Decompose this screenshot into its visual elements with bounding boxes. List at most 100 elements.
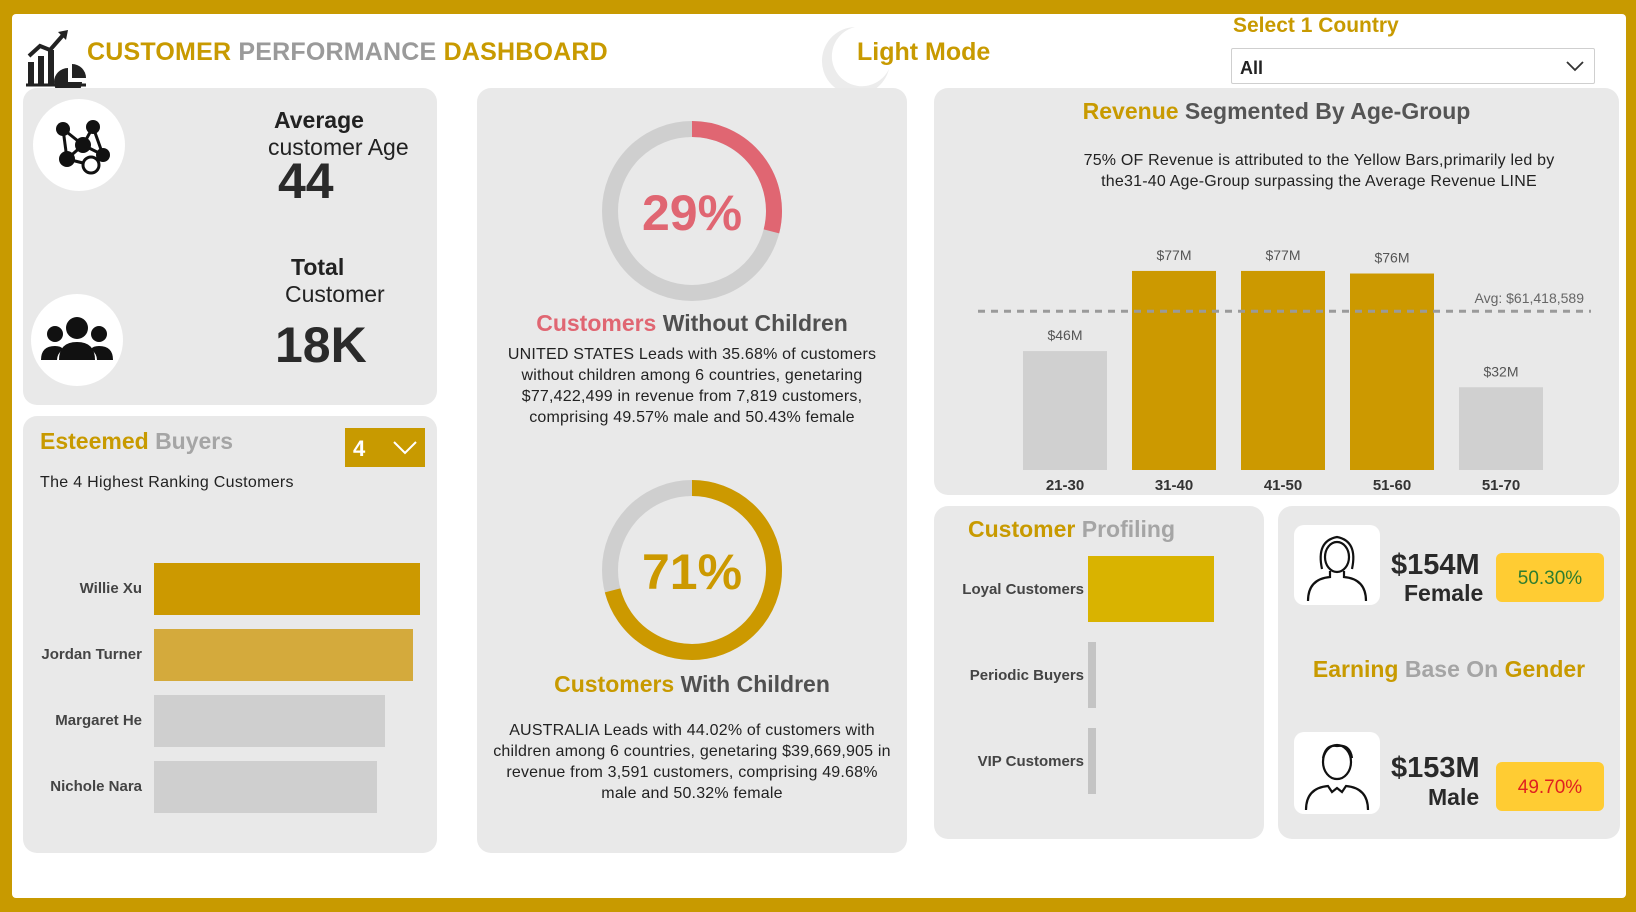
buyer-bar[interactable] [154,761,378,813]
avg-age-value: 44 [278,153,334,209]
with-children-title: Customers With Children [477,671,907,698]
revenue-value-label: $77M [1265,247,1300,263]
with-title-rest: With Children [680,671,830,697]
female-percent-badge: 50.30% [1496,553,1604,602]
revenue-title-rest: Segmented By Age-Group [1184,98,1471,124]
gender-title-gold: Earning [1312,656,1399,682]
profiling-title-gold: Customer [968,516,1076,542]
with-children-donut: 71% [602,480,782,660]
segment-name: Periodic Buyers [969,667,1084,684]
top-n-select[interactable]: 4 [345,428,425,467]
segment-bar[interactable] [1088,556,1214,622]
gender-title-gray: Base On [1404,656,1499,682]
donut-arc-with-children [604,480,782,660]
buyer-name: Nichole Nara [50,778,142,795]
revenue-bar[interactable] [1459,387,1543,470]
segment-bar[interactable] [1088,642,1096,708]
revenue-card: Revenue Segmented By Age-Group 75% OF Re… [934,88,1619,495]
esteemed-buyers-card: Esteemed Buyers 4 The 4 Highest Ranking … [23,416,437,853]
profiling-title-gray: Profiling [1081,516,1176,542]
moon-icon[interactable] [815,21,895,101]
esteemed-subtitle: The 4 Highest Ranking Customers [40,474,294,491]
revenue-title: Revenue Segmented By Age-Group [934,98,1619,125]
kpi-card: Average customer Age 44 Total Customer 1… [23,88,437,405]
revenue-bar[interactable] [1023,351,1107,470]
segment-name: Loyal Customers [962,581,1084,598]
segment-bar[interactable] [1088,728,1096,794]
revenue-title-gold: Revenue [1082,98,1179,124]
with-title-accent: Customers [554,671,675,697]
female-icon [1306,535,1368,602]
revenue-bar[interactable] [1132,270,1216,470]
without-title-accent: Customers [536,310,657,336]
theme-toggle-label[interactable]: Light Mode [857,38,991,66]
male-percent-badge: 49.70% [1496,762,1604,811]
revenue-category-label: 31-40 [1155,477,1193,494]
gender-title: Earning Base On Gender [1278,656,1620,683]
female-amount: $154M [1391,549,1480,581]
with-children-percent: 71% [642,544,742,600]
group-icon [41,317,113,360]
esteemed-buyers-title: Esteemed Buyers [40,428,233,455]
profiling-title: Customer Profiling [968,516,1175,543]
revenue-value-label: $46M [1047,327,1082,343]
male-label: Male [1428,784,1480,810]
buyer-name: Willie Xu [79,580,142,597]
gender-earnings-card: $154M Female 50.30% Earning Base On Gend… [1278,506,1620,839]
esteemed-title-gray: Buyers [155,428,234,454]
revenue-category-label: 51-60 [1373,477,1411,494]
chevron-down-icon [1566,61,1584,72]
country-select[interactable]: All [1231,48,1595,84]
avg-age-label: customer Age [268,134,409,160]
total-customer-value: 18K [275,317,367,373]
revenue-value-label: $76M [1374,250,1409,266]
dashboard-canvas: CUSTOMER PERFORMANCE DASHBOARD Light Mod… [12,14,1626,898]
title-part-dashboard: DASHBOARD [443,38,608,66]
gender-title-gold2: Gender [1504,656,1586,682]
total-customer-label-bold: Total [291,254,345,280]
buyer-bar[interactable] [154,695,386,747]
revenue-category-label: 51-70 [1482,477,1520,494]
chevron-down-icon [393,441,417,455]
buyer-name: Jordan Turner [41,646,142,663]
esteemed-title-gold: Esteemed [40,428,149,454]
avg-age-label-bold: Average [274,107,364,133]
country-filter-label: Select 1 Country [1233,14,1399,37]
customer-profiling-card: Customer Profiling Loyal Customers Period… [934,506,1264,839]
revenue-bar-chart: $46M 21-30 $77M 31-40 $77M 41-50 $76M 51-60 $32M… [978,247,1591,494]
buyer-bar[interactable] [154,563,420,615]
male-icon-container [1294,732,1380,814]
donut-arc-without-children [691,121,782,234]
female-percent: 50.30% [1517,568,1583,589]
buyer-bar[interactable] [154,629,414,681]
revenue-value-label: $77M [1156,247,1191,263]
without-title-rest: Without Children [662,310,848,336]
with-children-text: AUSTRALIA Leads with 44.02% of customers… [493,722,891,802]
average-line-label: Avg: $61,418,589 [1474,290,1584,306]
network-icon-container [33,99,125,191]
total-customer-label: Customer [285,281,385,307]
group-icon-container [31,294,123,386]
revenue-bar[interactable] [1241,270,1325,470]
without-children-title: Customers Without Children [477,310,907,337]
male-amount: $153M [1391,752,1480,784]
female-icon-container [1294,525,1380,605]
children-card: 29% Customers Without Children UNITED ST… [477,88,907,853]
male-percent: 49.70% [1517,777,1583,798]
country-select-value: All [1240,58,1264,78]
top-n-value: 4 [353,436,366,461]
revenue-category-label: 21-30 [1046,477,1084,494]
network-icon [56,120,110,175]
male-icon [1304,743,1370,811]
chart-logo-icon [26,30,86,88]
female-label: Female [1404,580,1484,606]
revenue-value-label: $32M [1483,363,1518,379]
revenue-bar[interactable] [1350,273,1434,470]
revenue-note: 75% OF Revenue is attributed to the Yell… [1083,152,1555,190]
without-children-percent: 29% [642,185,742,241]
without-children-text: UNITED STATES Leads with 35.68% of custo… [507,346,877,426]
segment-name: VIP Customers [977,753,1084,770]
revenue-category-label: 41-50 [1264,477,1302,494]
title-part-customer: CUSTOMER [87,38,232,66]
without-children-donut: 29% [602,121,782,301]
